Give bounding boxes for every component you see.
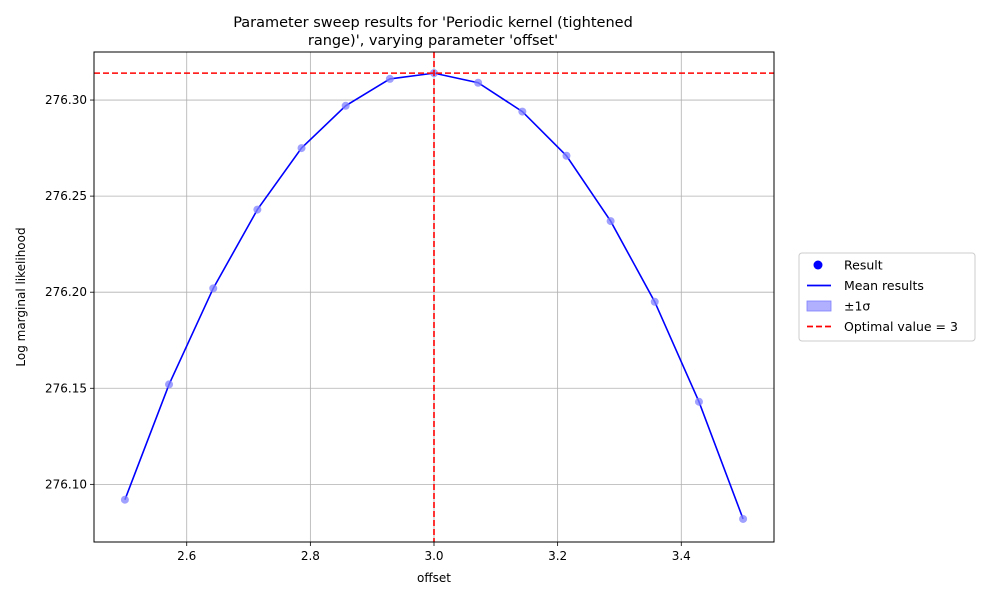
legend-label: ±1σ <box>844 299 870 314</box>
result-point <box>165 380 174 389</box>
y-tick-label: 276.20 <box>45 285 87 299</box>
chart-title-line-2: range)', varying parameter 'offset' <box>308 33 558 49</box>
result-point <box>562 151 571 160</box>
chart-title: Parameter sweep results for 'Periodic ke… <box>233 15 633 49</box>
legend-box <box>798 252 976 342</box>
result-point <box>120 495 129 504</box>
result-point <box>694 397 703 406</box>
chart-title-line-1: Parameter sweep results for 'Periodic ke… <box>233 15 633 31</box>
axis-ticks: 2.6 2.8 3.0 3.2 3.4 276.10 276.15 276.20 276.25 2… <box>45 93 691 563</box>
x-axis-label: offset <box>417 571 451 585</box>
y-tick-label: 276.15 <box>45 381 87 395</box>
x-tick-label: 3.0 <box>424 549 443 563</box>
result-point <box>297 144 306 153</box>
y-tick-label: 276.10 <box>45 477 87 491</box>
result-point <box>650 297 659 306</box>
plot-area <box>94 52 774 542</box>
result-point <box>518 107 527 116</box>
x-tick-label: 3.4 <box>672 549 691 563</box>
y-axis-label: Log marginal likelihood <box>14 227 28 366</box>
result-point <box>385 74 394 83</box>
legend-label: Mean results <box>844 278 924 293</box>
x-tick-label: 2.6 <box>177 549 196 563</box>
result-point <box>209 284 218 293</box>
x-tick-label: 3.2 <box>548 549 567 563</box>
result-point <box>606 217 615 226</box>
legend-patch-sigma <box>806 300 832 312</box>
legend: Result Mean results ±1σ Optimal value = 3 <box>798 252 976 342</box>
y-tick-label: 276.25 <box>45 189 87 203</box>
result-point <box>253 205 262 214</box>
y-tick-label: 276.30 <box>45 93 87 107</box>
result-point <box>739 514 748 523</box>
result-point <box>474 78 483 87</box>
legend-marker-result <box>813 260 823 270</box>
result-point <box>341 101 350 110</box>
legend-label: Optimal value = 3 <box>844 319 958 334</box>
legend-label: Result <box>844 258 883 273</box>
x-tick-label: 2.8 <box>301 549 320 563</box>
